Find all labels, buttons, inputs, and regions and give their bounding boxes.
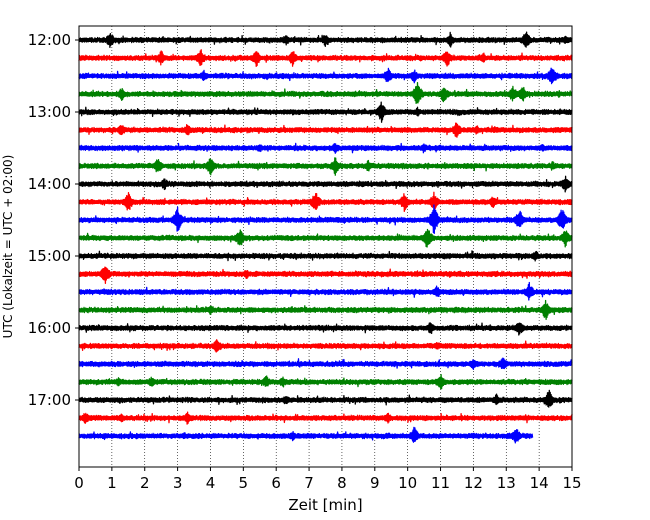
- seismic-trace-1645: [78, 373, 573, 390]
- seismic-trace-1415: [78, 191, 573, 212]
- x-tick-label: 12: [464, 474, 483, 492]
- plot-frame: [78, 25, 573, 468]
- x-tick-label: 9: [370, 474, 380, 492]
- trace-layer: [78, 31, 573, 444]
- x-tick-label: 14: [530, 474, 549, 492]
- seismic-trace-1545: [78, 299, 573, 321]
- seismic-trace-1430: [78, 204, 573, 235]
- x-tick-label: 0: [74, 474, 84, 492]
- seismic-trace-1515: [78, 266, 573, 285]
- y-tick-label: 16:00: [28, 319, 71, 337]
- seismic-trace-1700: [78, 389, 573, 408]
- y-tick-label: 14:00: [28, 175, 71, 193]
- seismic-trace-1200: [78, 31, 573, 49]
- y-tick-label: 13:00: [28, 103, 71, 121]
- x-tick-label: 7: [304, 474, 314, 492]
- x-tick-label: 10: [398, 474, 417, 492]
- seismic-trace-1730: [78, 426, 534, 444]
- x-tick-label: 11: [431, 474, 450, 492]
- seismic-trace-1315: [78, 122, 573, 138]
- seismic-trace-1530: [78, 281, 573, 301]
- x-tick-label: 8: [337, 474, 347, 492]
- seismic-trace-1230: [78, 67, 573, 85]
- seismic-trace-1330: [78, 142, 573, 154]
- seismic-trace-1245: [78, 81, 573, 104]
- x-tick-label: 6: [271, 474, 281, 492]
- seismic-trace-1215: [78, 49, 573, 67]
- x-tick-label: 1: [107, 474, 117, 492]
- axis-ticks: 0 1 2 3 4 5 6 7 8 9 10 11 12 13 14 1512:0013:0014:0015:…: [28, 31, 582, 492]
- y-tick-label: 12:00: [28, 31, 71, 49]
- seismic-trace-1445: [78, 228, 573, 248]
- seismic-trace-1400: [78, 175, 573, 193]
- seismic-trace-1630: [78, 357, 573, 371]
- y-tick-label: 17:00: [28, 391, 71, 409]
- x-tick-label: 4: [206, 474, 216, 492]
- x-tick-label: 2: [140, 474, 150, 492]
- seismic-trace-1345: [78, 157, 573, 176]
- y-axis-label: UTC (Lokalzeit = UTC + 02:00): [1, 155, 15, 339]
- seismic-trace-1300: [78, 101, 573, 123]
- seismic-trace-1615: [78, 339, 573, 353]
- x-tick-label: 13: [497, 474, 516, 492]
- y-tick-label: 15:00: [28, 247, 71, 265]
- seismic-trace-1715: [78, 411, 573, 425]
- x-tick-label: 5: [239, 474, 249, 492]
- seismic-trace-1600: [78, 322, 573, 336]
- x-tick-label: 15: [562, 474, 581, 492]
- seismic-trace-1500: [78, 250, 573, 262]
- x-axis-label: Zeit [min]: [288, 496, 362, 514]
- x-tick-label: 3: [173, 474, 183, 492]
